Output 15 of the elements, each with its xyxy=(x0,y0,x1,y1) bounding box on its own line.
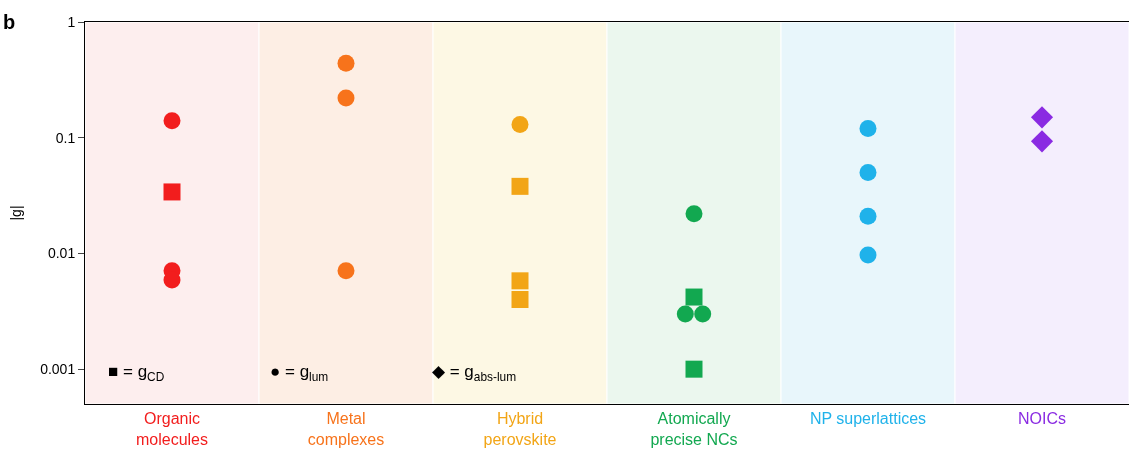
x-tick-label: NOICs xyxy=(1018,410,1066,428)
x-tick-label: Hybrid perovskite xyxy=(483,410,557,448)
x-tick-label: Atomically precise NCs xyxy=(650,410,738,448)
x-tick-label: Metal complexes xyxy=(307,410,385,448)
annotation: ◆ = g$_{abs-lum}$ xyxy=(432,362,517,384)
y-tick-label: 0.1 xyxy=(55,129,76,146)
x-tick-label: NP superlattices xyxy=(809,410,927,428)
y-tick-label: 0.001 xyxy=(40,361,76,378)
y-axis-title: |g| xyxy=(7,205,24,221)
annotation: ■ = g$_{CD}$ xyxy=(108,362,165,384)
y-tick-label: 1 xyxy=(67,13,76,30)
chart-title: b xyxy=(3,11,16,33)
annotation: ● = g$_{lum}$ xyxy=(270,362,329,384)
x-tick-label: Organic molecules xyxy=(135,410,209,448)
y-tick-label: 0.01 xyxy=(47,245,76,262)
